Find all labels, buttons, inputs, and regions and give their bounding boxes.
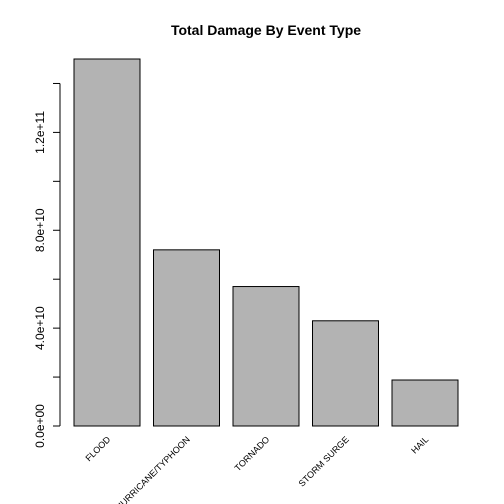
x-category-label: STORM SURGE — [297, 434, 351, 488]
bar-flood — [73, 58, 141, 427]
x-category-label: FLOOD — [83, 434, 112, 463]
y-tick-label: 1.2e+11 — [33, 111, 47, 154]
x-category-label: HURRICANE/TYPHOON — [114, 434, 192, 504]
bar-storm-surge — [312, 320, 379, 427]
chart-title: Total Damage By Event Type — [171, 22, 361, 38]
y-tick-label: 0.0e+00 — [33, 404, 47, 448]
y-tick-label: 4.0e+10 — [33, 306, 47, 350]
bar-hail — [391, 379, 459, 427]
y-tick-label: 8.0e+10 — [33, 208, 47, 252]
bar-hurricane-typhoon — [153, 249, 220, 427]
y-axis: 0.0e+00 4.0e+10 8.0e+10 1.2e+11 — [33, 82, 61, 448]
x-category-label: TORNADO — [233, 434, 272, 473]
x-axis-labels: FLOOD HURRICANE/TYPHOON TORNADO STORM SURGE… — [83, 434, 430, 504]
bars-group — [73, 58, 459, 427]
bar-tornado — [232, 286, 300, 427]
x-category-label: HAIL — [409, 434, 430, 455]
